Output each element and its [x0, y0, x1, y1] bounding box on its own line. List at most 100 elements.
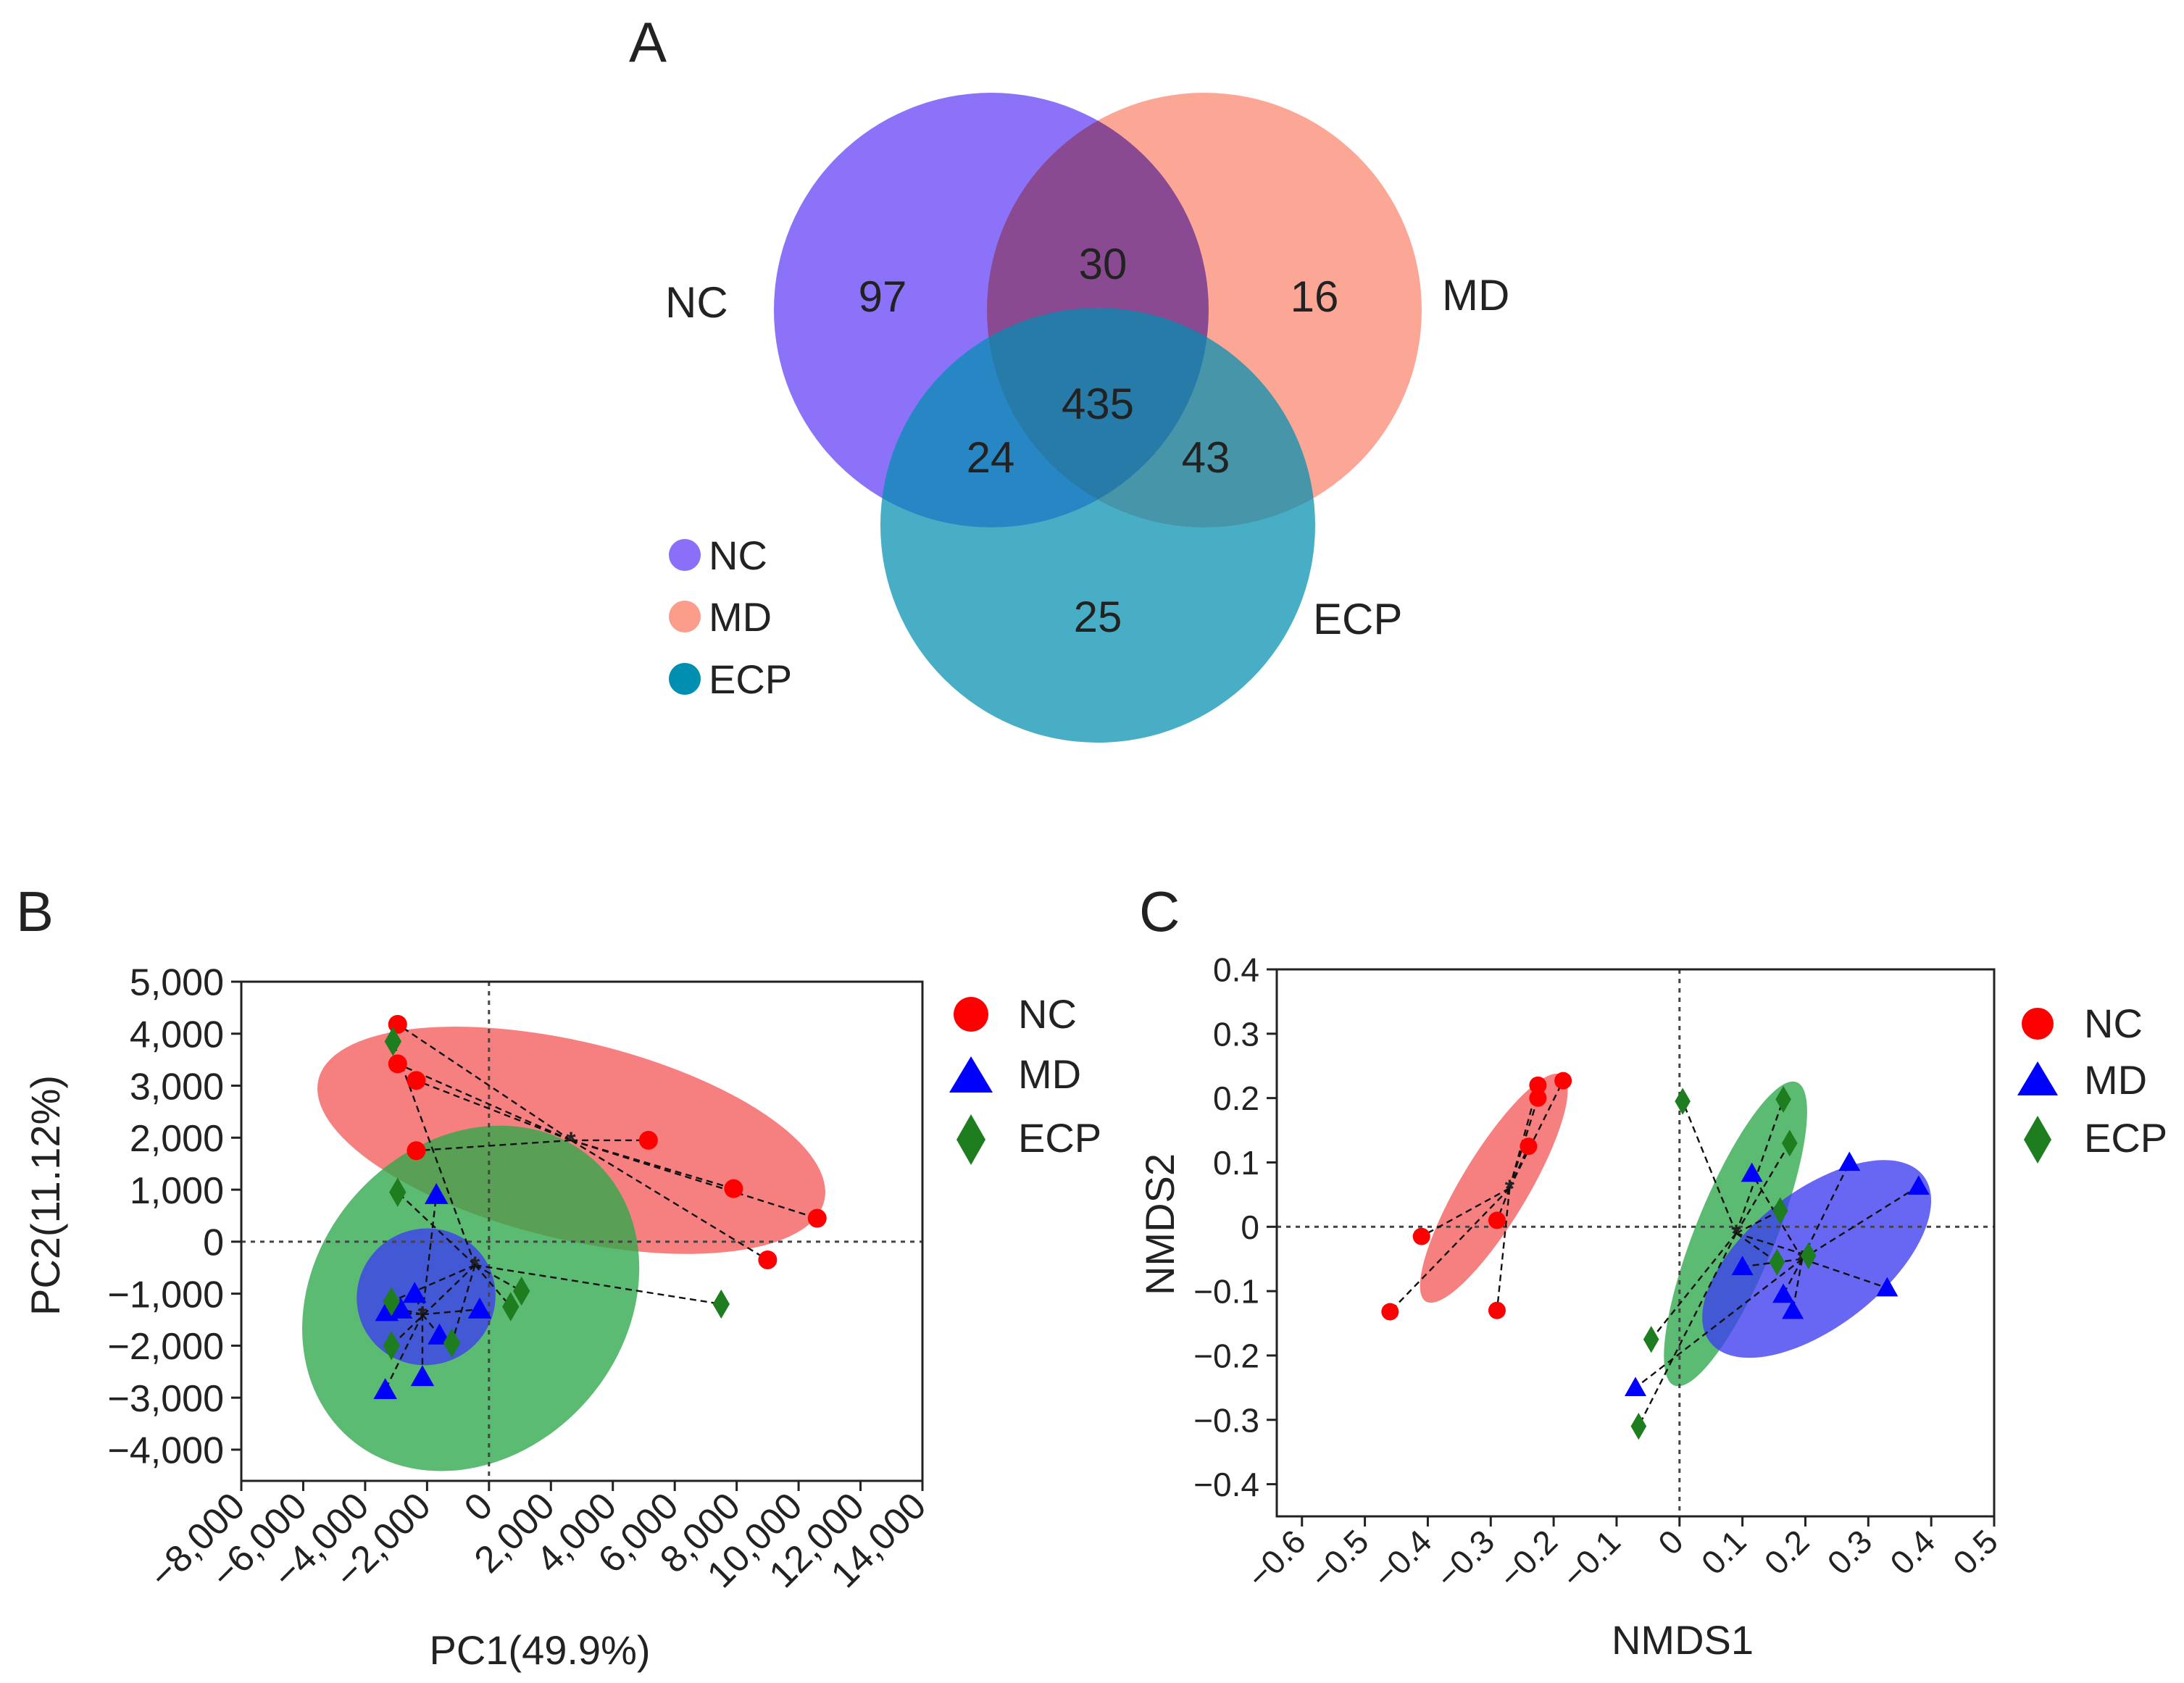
pca-legend-label-md: MD: [1018, 1051, 1081, 1097]
pca-point-nc-5: [724, 1179, 743, 1198]
pca-point-md-1: [467, 1297, 492, 1319]
pca-spider-line-nc-5: [570, 1139, 734, 1190]
pca-spider-line-ecp-1: [396, 1191, 476, 1266]
nmds-y-tick-label-2: −0.2: [1193, 1337, 1259, 1375]
nmds-x-tick-label-1: −0.5: [1303, 1522, 1376, 1595]
venn-set-label-nc: NC: [665, 278, 728, 327]
nmds-point-nc-0: [1529, 1076, 1547, 1094]
pca-y-tick-label-5: 1,000: [130, 1170, 224, 1212]
venn-count-ecp-only: 25: [1074, 593, 1122, 641]
nmds-plot-frame: [1275, 968, 1996, 1518]
pca-legend-label-ecp: ECP: [1018, 1115, 1101, 1161]
nmds-point-nc-3: [1520, 1137, 1538, 1156]
pca-y-tick-label-0: −4,000: [108, 1430, 225, 1472]
pca-point-ecp-7: [712, 1289, 730, 1319]
pca-spider-line-ecp-0: [392, 1041, 476, 1266]
nmds-x-tick-label-11: 0.5: [1946, 1522, 2005, 1582]
nmds-point-md-7: [1625, 1377, 1646, 1397]
nmds-point-ecp-2: [1781, 1129, 1798, 1157]
pca-point-md-0: [424, 1183, 449, 1204]
nmds-panel: C ***−0.6−0.5−0.4−0.3−0.2−0.1 0 0.1 0.2 0.3 0…: [1137, 880, 2167, 1663]
venn-count-nc-only: 97: [859, 272, 907, 321]
nmds-point-nc-4: [1488, 1211, 1506, 1229]
venn-panel: A NC MD ECP 97 30 16 435 24 43 25 NC MD …: [629, 10, 1509, 743]
venn-legend-swatch-md: [669, 601, 701, 632]
nmds-point-nc-7: [1488, 1301, 1506, 1319]
pca-plot-frame: [240, 980, 924, 1482]
pca-spider-line-nc-2: [415, 1079, 572, 1142]
nmds-point-ecp-6: [1643, 1326, 1659, 1353]
pca-spider-line-ecp-7: [475, 1264, 722, 1306]
nmds-legend-marker-nc: [2022, 1008, 2054, 1040]
pca-legend-marker-ecp: [956, 1114, 985, 1165]
pca-spider-line-ecp-6: [475, 1264, 522, 1292]
nmds-spider-line-nc-4: [1496, 1187, 1511, 1221]
pca-point-md-6: [373, 1378, 397, 1400]
venn-set-label-ecp: ECP: [1313, 595, 1402, 643]
pca-y-axis-title: PC2(11.12%): [22, 1075, 68, 1316]
venn-count-md-only: 16: [1291, 272, 1339, 321]
nmds-y-tick-label-1: −0.3: [1193, 1401, 1259, 1439]
pca-y-tick-label-3: −1,000: [108, 1274, 225, 1316]
nmds-x-tick-label-6: 0: [1651, 1522, 1691, 1562]
nmds-spider-line-md-7: [1635, 1258, 1803, 1389]
nmds-legend-marker-ecp: [2024, 1116, 2051, 1164]
pca-legend-label-nc: NC: [1018, 991, 1077, 1037]
pca-point-ecp-3: [383, 1331, 400, 1361]
pca-y-tick-label-8: 4,000: [130, 1014, 224, 1056]
pca-spider-line-md-4: [386, 1311, 423, 1316]
nmds-point-nc-1: [1554, 1072, 1572, 1090]
nmds-spider-line-ecp-4: [1735, 1232, 1778, 1264]
pca-spider-line-md-0: [421, 1195, 438, 1315]
pca-spider-line-md-6: [384, 1314, 424, 1390]
pca-x-axis-title: PC1(49.9%): [429, 1627, 650, 1673]
venn-legend-swatch-nc: [669, 539, 701, 571]
venn-legend-label-nc: NC: [709, 533, 767, 578]
nmds-legend: NC MD ECP: [2017, 1001, 2167, 1164]
pca-point-ecp-1: [389, 1177, 407, 1207]
nmds-ellipse-nc: [1420, 1073, 1568, 1303]
nmds-point-nc-6: [1381, 1303, 1399, 1321]
nmds-legend-label-ecp: ECP: [2084, 1115, 2167, 1161]
nmds-spider-line-ecp-0: [1682, 1101, 1738, 1234]
nmds-point-md-4: [1772, 1283, 1795, 1303]
nmds-legend-marker-md: [2017, 1061, 2058, 1095]
nmds-spider-line-md-6: [1801, 1258, 1888, 1289]
pca-point-md-2: [403, 1282, 427, 1303]
venn-legend-label-ecp: ECP: [709, 656, 792, 702]
nmds-spider-line-ecp-1: [1735, 1099, 1785, 1234]
pca-spider-line-ecp-2: [391, 1264, 476, 1303]
nmds-spider-line-ecp-6: [1650, 1232, 1737, 1340]
pca-point-md-7: [428, 1323, 451, 1345]
venn-count-all: 435: [1062, 380, 1134, 428]
venn-legend-label-md: MD: [709, 594, 772, 640]
nmds-spider-line-md-0: [1801, 1185, 1920, 1260]
nmds-point-md-0: [1907, 1175, 1930, 1195]
venn-count-nc-ecp: 24: [967, 433, 1015, 482]
nmds-point-ecp-7: [1630, 1413, 1647, 1440]
nmds-y-tick-label-4: 0: [1241, 1208, 1259, 1246]
nmds-y-tick-label-6: 0.2: [1213, 1079, 1259, 1117]
nmds-centroid-nc: *: [1505, 1175, 1515, 1203]
pca-panel: B ***−8,000−6,000−4,000−2,000 02,0004,000…: [16, 880, 1101, 1673]
nmds-x-tick-label-7: 0.1: [1694, 1522, 1754, 1582]
nmds-point-md-5: [1782, 1299, 1804, 1319]
pca-y-tick-label-2: −2,000: [108, 1326, 225, 1368]
nmds-legend-label-md: MD: [2084, 1057, 2147, 1103]
pca-point-ecp-4: [443, 1328, 461, 1358]
panel-label-c: C: [1139, 880, 1180, 943]
nmds-x-tick-label-4: −0.2: [1491, 1522, 1564, 1595]
nmds-point-ecp-5: [1801, 1242, 1817, 1269]
venn-set-label-md: MD: [1442, 271, 1509, 320]
nmds-x-axis-title: NMDS1: [1612, 1617, 1754, 1663]
pca-spider-line-nc-3: [416, 1139, 572, 1152]
venn-count-nc-md: 30: [1079, 240, 1128, 288]
nmds-spider-line-md-5: [1791, 1258, 1804, 1311]
nmds-spider-line-ecp-2: [1735, 1143, 1791, 1234]
nmds-centroid-ecp: *: [1731, 1220, 1741, 1248]
nmds-point-nc-2: [1529, 1089, 1547, 1107]
nmds-y-tick-label-5: 0.1: [1213, 1144, 1259, 1182]
nmds-x-tick-label-8: 0.2: [1757, 1522, 1817, 1582]
nmds-x-tick-label-10: 0.4: [1883, 1522, 1942, 1582]
